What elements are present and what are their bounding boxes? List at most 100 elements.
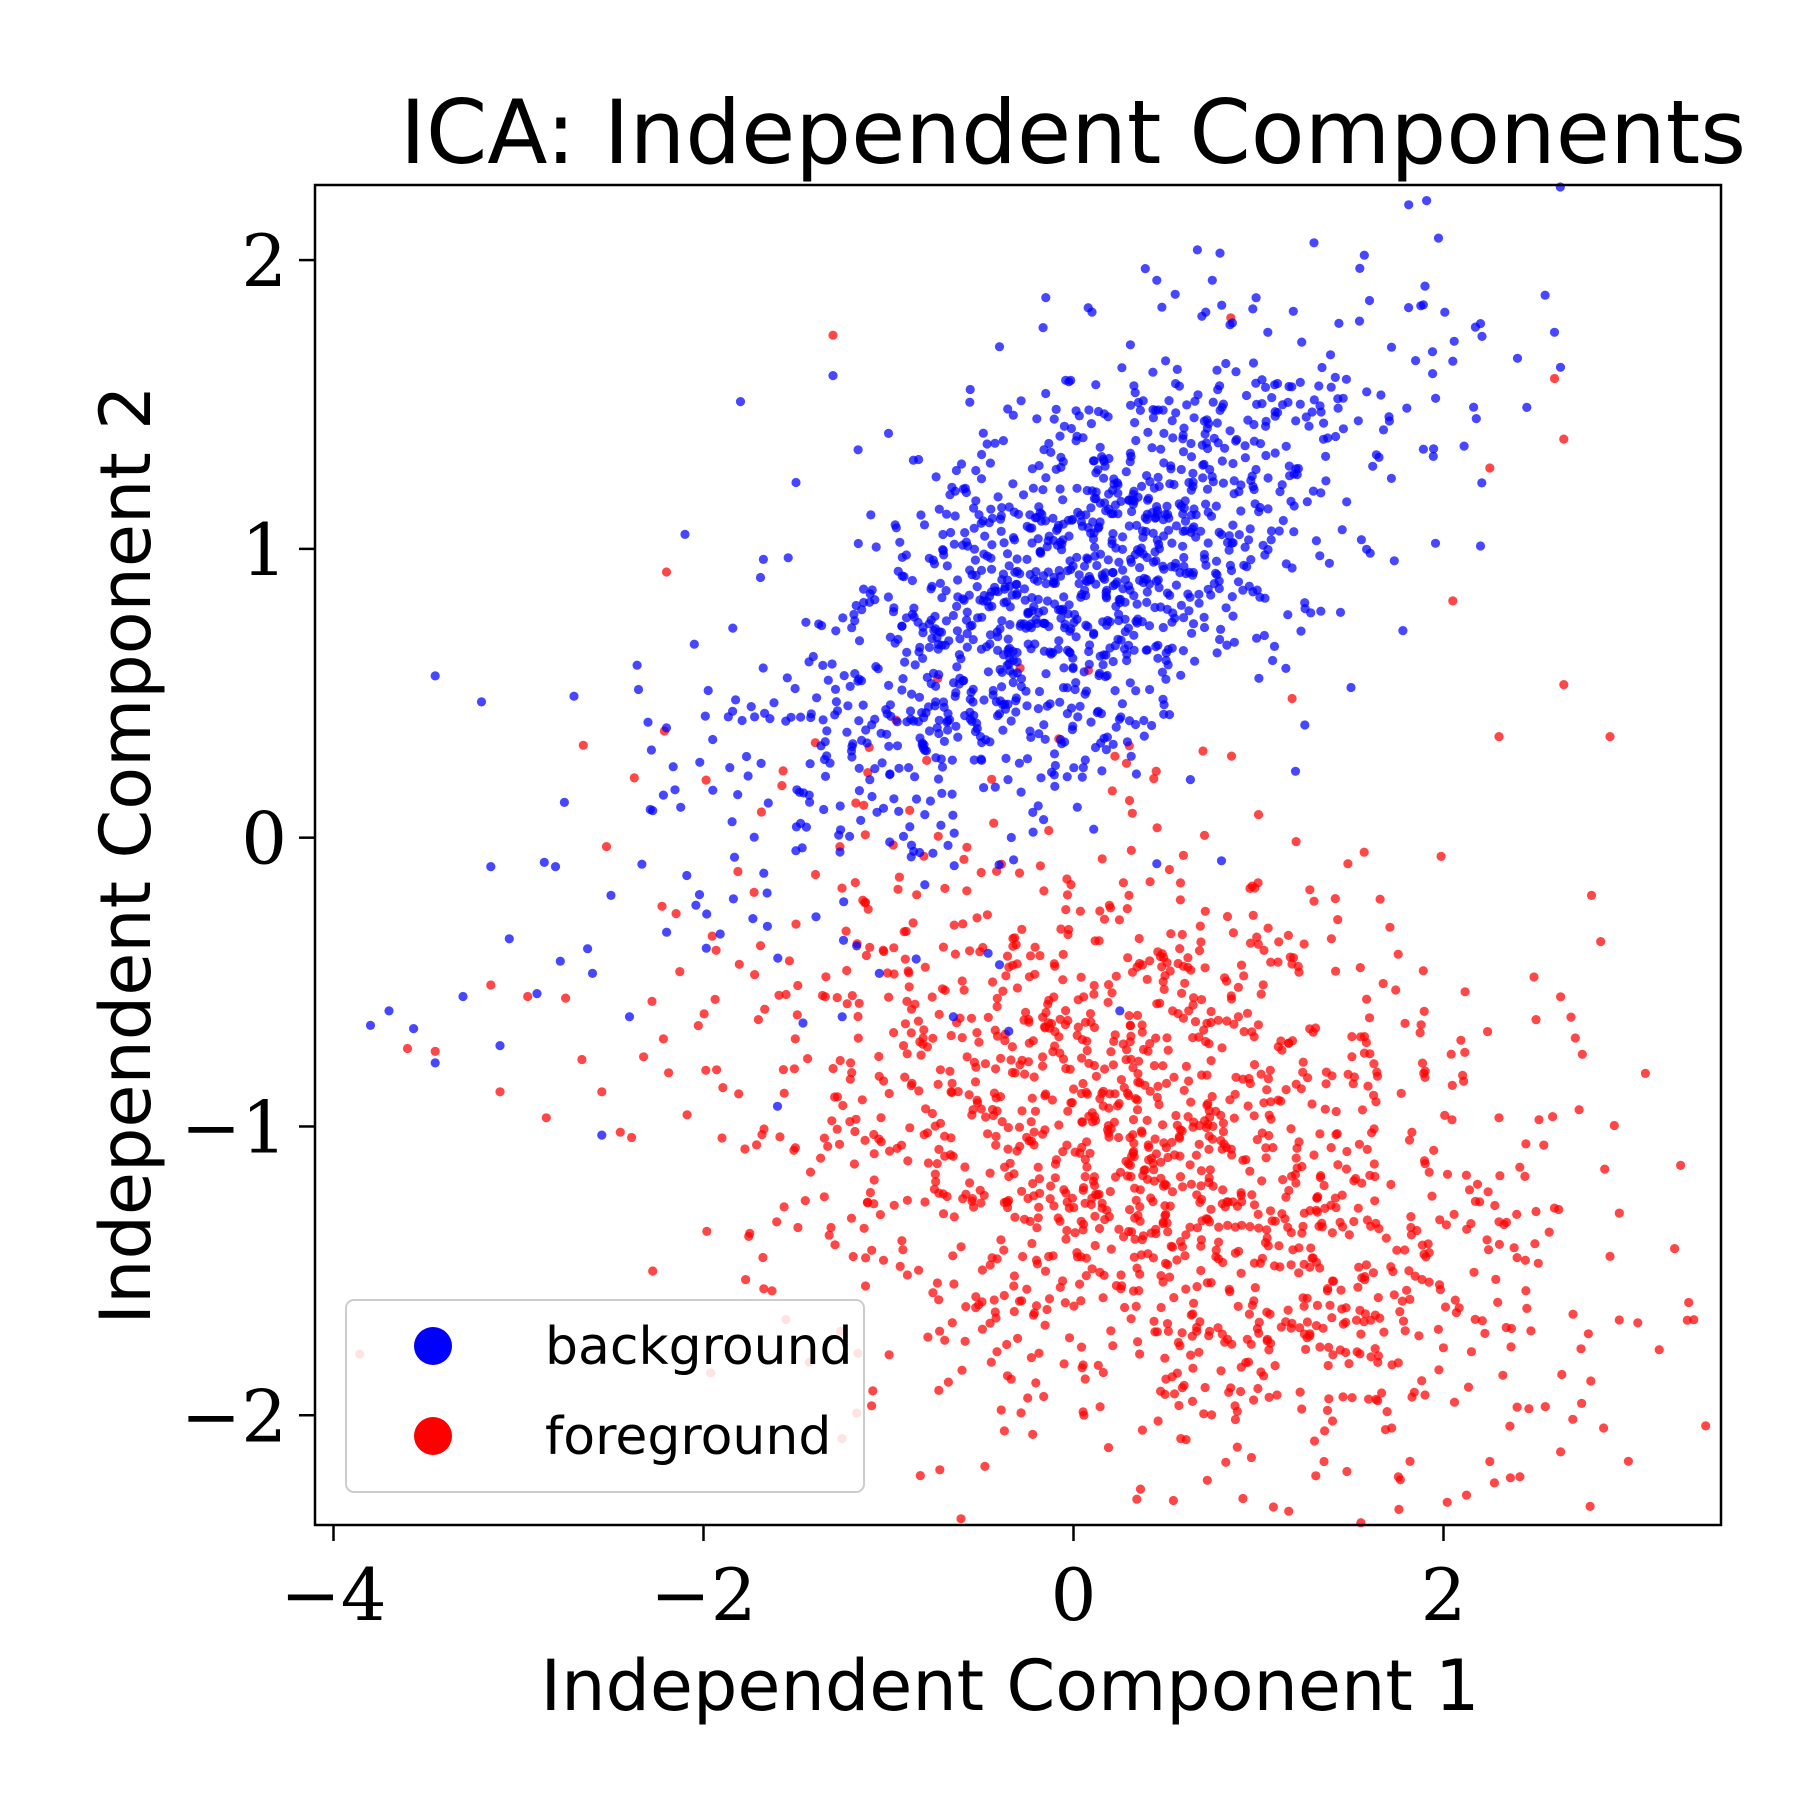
point-foreground <box>657 901 667 911</box>
point-background <box>893 566 903 576</box>
point-background <box>969 544 980 554</box>
point-foreground <box>1187 1396 1198 1406</box>
point-foreground <box>1162 1033 1172 1043</box>
point-foreground <box>1312 1193 1322 1203</box>
point-foreground <box>885 1146 895 1156</box>
point-foreground <box>777 781 787 791</box>
point-foreground <box>953 1087 963 1097</box>
point-background <box>1364 295 1375 306</box>
point-foreground <box>1046 1181 1056 1191</box>
point-foreground <box>1245 938 1256 948</box>
point-foreground <box>752 1140 762 1150</box>
point-background <box>597 1130 607 1140</box>
point-foreground <box>999 1426 1010 1436</box>
point-foreground <box>1225 1287 1235 1297</box>
point-background <box>1278 400 1288 410</box>
point-foreground <box>1342 1146 1352 1157</box>
point-background <box>1249 484 1259 495</box>
point-background <box>702 909 712 919</box>
point-background <box>943 725 953 735</box>
point-foreground <box>693 1021 703 1031</box>
point-foreground <box>1461 1170 1471 1180</box>
point-foreground <box>759 1284 769 1294</box>
point-foreground <box>1283 1222 1293 1232</box>
point-foreground <box>1254 1317 1264 1327</box>
y-tick-label: −2 <box>181 1374 287 1458</box>
point-foreground <box>1205 1326 1215 1336</box>
point-foreground <box>1257 1176 1267 1186</box>
point-foreground <box>1217 1199 1227 1209</box>
point-foreground <box>1116 1270 1126 1280</box>
point-foreground <box>902 1270 913 1280</box>
point-foreground <box>1110 1089 1120 1099</box>
point-foreground <box>1297 1161 1307 1172</box>
point-background <box>1283 610 1293 620</box>
point-background <box>1014 758 1024 768</box>
point-foreground <box>1393 1472 1403 1482</box>
point-background <box>975 595 985 605</box>
point-foreground <box>1583 1329 1593 1339</box>
point-foreground <box>919 1025 929 1035</box>
point-foreground <box>1701 1421 1711 1431</box>
point-foreground <box>1095 906 1105 916</box>
point-foreground <box>1205 1112 1215 1122</box>
point-background <box>486 862 496 872</box>
point-foreground <box>1670 1244 1680 1254</box>
point-background <box>632 660 642 670</box>
point-background <box>682 870 692 881</box>
point-foreground <box>1214 1222 1224 1232</box>
point-foreground <box>1614 1315 1624 1325</box>
point-background <box>1296 626 1306 636</box>
point-foreground <box>1450 1295 1460 1305</box>
point-foreground <box>1021 1007 1031 1018</box>
point-background <box>994 342 1005 352</box>
point-foreground <box>711 945 721 955</box>
point-background <box>1030 639 1040 649</box>
point-foreground <box>1404 1135 1415 1145</box>
point-foreground <box>868 1386 878 1396</box>
point-foreground <box>1393 1358 1403 1368</box>
point-foreground <box>1377 1388 1387 1398</box>
point-foreground <box>1280 1214 1290 1224</box>
point-background <box>1459 441 1469 451</box>
point-foreground <box>961 1302 971 1312</box>
point-background <box>1416 301 1426 311</box>
point-foreground <box>1075 1148 1085 1158</box>
point-background <box>1038 323 1048 333</box>
point-background <box>934 715 944 725</box>
point-background <box>1289 527 1299 537</box>
point-background <box>1060 737 1070 747</box>
point-background <box>1137 481 1147 491</box>
point-background <box>801 617 811 627</box>
point-foreground <box>1069 1301 1079 1311</box>
point-background <box>606 890 616 901</box>
point-foreground <box>853 1033 863 1043</box>
point-foreground <box>1056 924 1066 934</box>
point-foreground <box>1276 1096 1286 1106</box>
point-foreground <box>1124 1090 1134 1101</box>
point-foreground <box>1106 1244 1116 1254</box>
point-background <box>837 1012 847 1022</box>
point-foreground <box>838 1100 848 1111</box>
point-foreground <box>1196 1166 1206 1176</box>
point-background <box>773 953 783 963</box>
point-foreground <box>1026 1353 1036 1363</box>
point-foreground <box>1485 1456 1495 1467</box>
point-foreground <box>828 330 838 340</box>
point-foreground <box>1097 1198 1107 1208</box>
point-background <box>937 640 947 650</box>
point-foreground <box>1006 1055 1016 1065</box>
point-foreground <box>848 1251 858 1262</box>
point-foreground <box>1416 1020 1426 1030</box>
point-foreground <box>966 1013 977 1023</box>
point-foreground <box>1085 1009 1096 1019</box>
point-foreground <box>1520 1255 1530 1265</box>
point-background <box>865 589 875 599</box>
point-foreground <box>1359 1048 1369 1058</box>
point-foreground <box>1165 1201 1175 1211</box>
point-background <box>949 539 959 549</box>
point-background <box>930 701 940 711</box>
point-foreground <box>1161 1078 1172 1088</box>
point-foreground <box>800 1196 810 1206</box>
point-foreground <box>1449 1209 1459 1219</box>
